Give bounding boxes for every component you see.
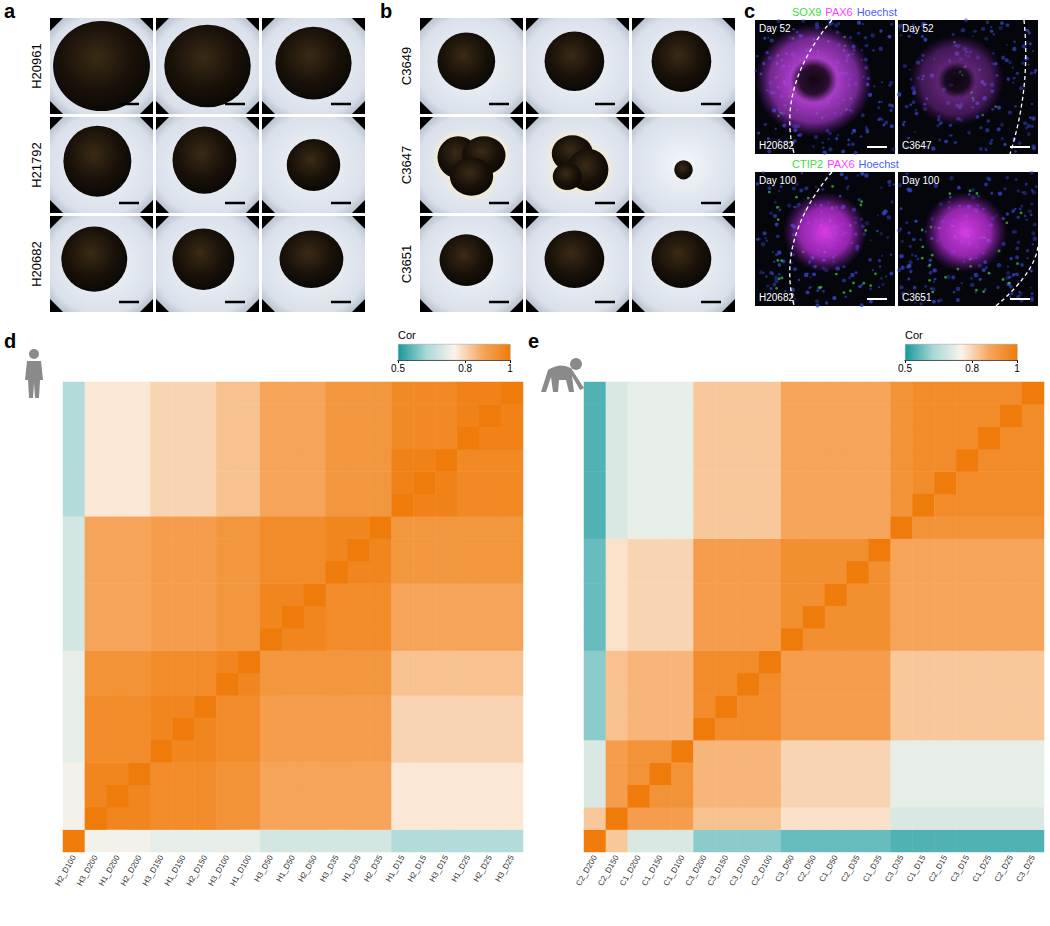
svg-text:C3_D150: C3_D150 [705, 853, 731, 888]
svg-text:H3_D25: H3_D25 [494, 853, 517, 883]
svg-text:C3647: C3647 [902, 140, 932, 151]
svg-text:H1_D35: H1_D35 [340, 853, 363, 883]
svg-text:C1_D100: C1_D100 [661, 853, 687, 888]
svg-text:H3_D50: H3_D50 [253, 853, 276, 883]
svg-text:CTIP2PAX6Hoechst: CTIP2PAX6Hoechst [792, 158, 899, 170]
svg-text:Cor: Cor [905, 329, 923, 341]
svg-text:H2_D200: H2_D200 [118, 853, 144, 888]
svg-text:H20961: H20961 [29, 43, 44, 89]
svg-text:C3647: C3647 [399, 146, 414, 184]
svg-text:H3_D100: H3_D100 [206, 853, 232, 888]
svg-text:C3_D25: C3_D25 [1015, 853, 1038, 883]
svg-text:SOX9PAX6Hoechst: SOX9PAX6Hoechst [792, 6, 897, 18]
svg-text:H3_D200: H3_D200 [75, 853, 100, 888]
svg-text:H2_D150: H2_D150 [184, 853, 210, 888]
svg-text:Cor: Cor [398, 329, 416, 341]
svg-text:H3_D150: H3_D150 [140, 853, 166, 888]
svg-text:C3_D200: C3_D200 [683, 853, 709, 888]
svg-text:C3651: C3651 [902, 292, 932, 303]
svg-text:H2_D50: H2_D50 [296, 853, 319, 883]
svg-text:C1_D25: C1_D25 [971, 853, 994, 883]
svg-text:C2_D100: C2_D100 [749, 853, 774, 887]
svg-text:Day 52: Day 52 [902, 23, 934, 34]
svg-text:C3_D15: C3_D15 [949, 853, 972, 883]
svg-text:H20682: H20682 [759, 140, 794, 151]
svg-text:H1_D25: H1_D25 [450, 853, 473, 883]
svg-text:1: 1 [1014, 363, 1020, 374]
svg-text:H1_D100: H1_D100 [228, 853, 253, 887]
svg-text:d: d [4, 330, 16, 352]
svg-text:C1_D200: C1_D200 [618, 853, 643, 888]
svg-text:1: 1 [507, 363, 513, 374]
svg-text:C3651: C3651 [399, 245, 414, 283]
svg-text:H3_D35: H3_D35 [318, 853, 341, 883]
svg-text:C3_D100: C3_D100 [727, 853, 753, 888]
svg-text:C1_D50: C1_D50 [817, 853, 840, 883]
svg-text:a: a [4, 0, 16, 22]
svg-text:0.8: 0.8 [458, 363, 472, 374]
svg-text:C1_D15: C1_D15 [905, 853, 928, 883]
svg-text:C2_D15: C2_D15 [927, 853, 950, 883]
svg-text:C2_D25: C2_D25 [993, 853, 1016, 883]
svg-text:C1_D35: C1_D35 [861, 853, 884, 883]
svg-text:C1_D150: C1_D150 [639, 853, 665, 888]
svg-text:0.5: 0.5 [391, 363, 405, 374]
svg-text:C2_D35: C2_D35 [839, 853, 862, 883]
svg-text:c: c [744, 0, 755, 22]
svg-text:Day 100: Day 100 [759, 175, 797, 186]
svg-text:H20682: H20682 [29, 241, 44, 287]
svg-text:H1_D50: H1_D50 [274, 853, 297, 883]
svg-text:H1_D200: H1_D200 [97, 853, 122, 888]
svg-text:e: e [528, 330, 539, 352]
svg-text:b: b [380, 0, 392, 22]
svg-text:H1_D15: H1_D15 [384, 853, 407, 883]
svg-text:H1_D150: H1_D150 [162, 853, 188, 888]
svg-text:C3_D50: C3_D50 [774, 853, 797, 883]
svg-text:0.5: 0.5 [898, 363, 912, 374]
svg-text:Day 100: Day 100 [902, 175, 940, 186]
svg-text:H2_D15: H2_D15 [406, 853, 429, 883]
svg-text:H3_D15: H3_D15 [428, 853, 451, 883]
svg-text:C2_D200: C2_D200 [574, 853, 599, 888]
svg-text:H21792: H21792 [29, 142, 44, 188]
svg-text:H20682: H20682 [759, 292, 794, 303]
svg-text:H2_D35: H2_D35 [362, 853, 385, 883]
svg-text:C2_D150: C2_D150 [596, 853, 621, 888]
svg-text:0.8: 0.8 [965, 363, 979, 374]
svg-text:C2_D50: C2_D50 [795, 853, 818, 883]
svg-text:H2_D25: H2_D25 [472, 853, 495, 883]
svg-text:H2_D100: H2_D100 [53, 853, 78, 888]
svg-text:C3649: C3649 [399, 47, 414, 85]
svg-text:Day 52: Day 52 [759, 23, 791, 34]
svg-text:C3_D35: C3_D35 [883, 853, 906, 883]
